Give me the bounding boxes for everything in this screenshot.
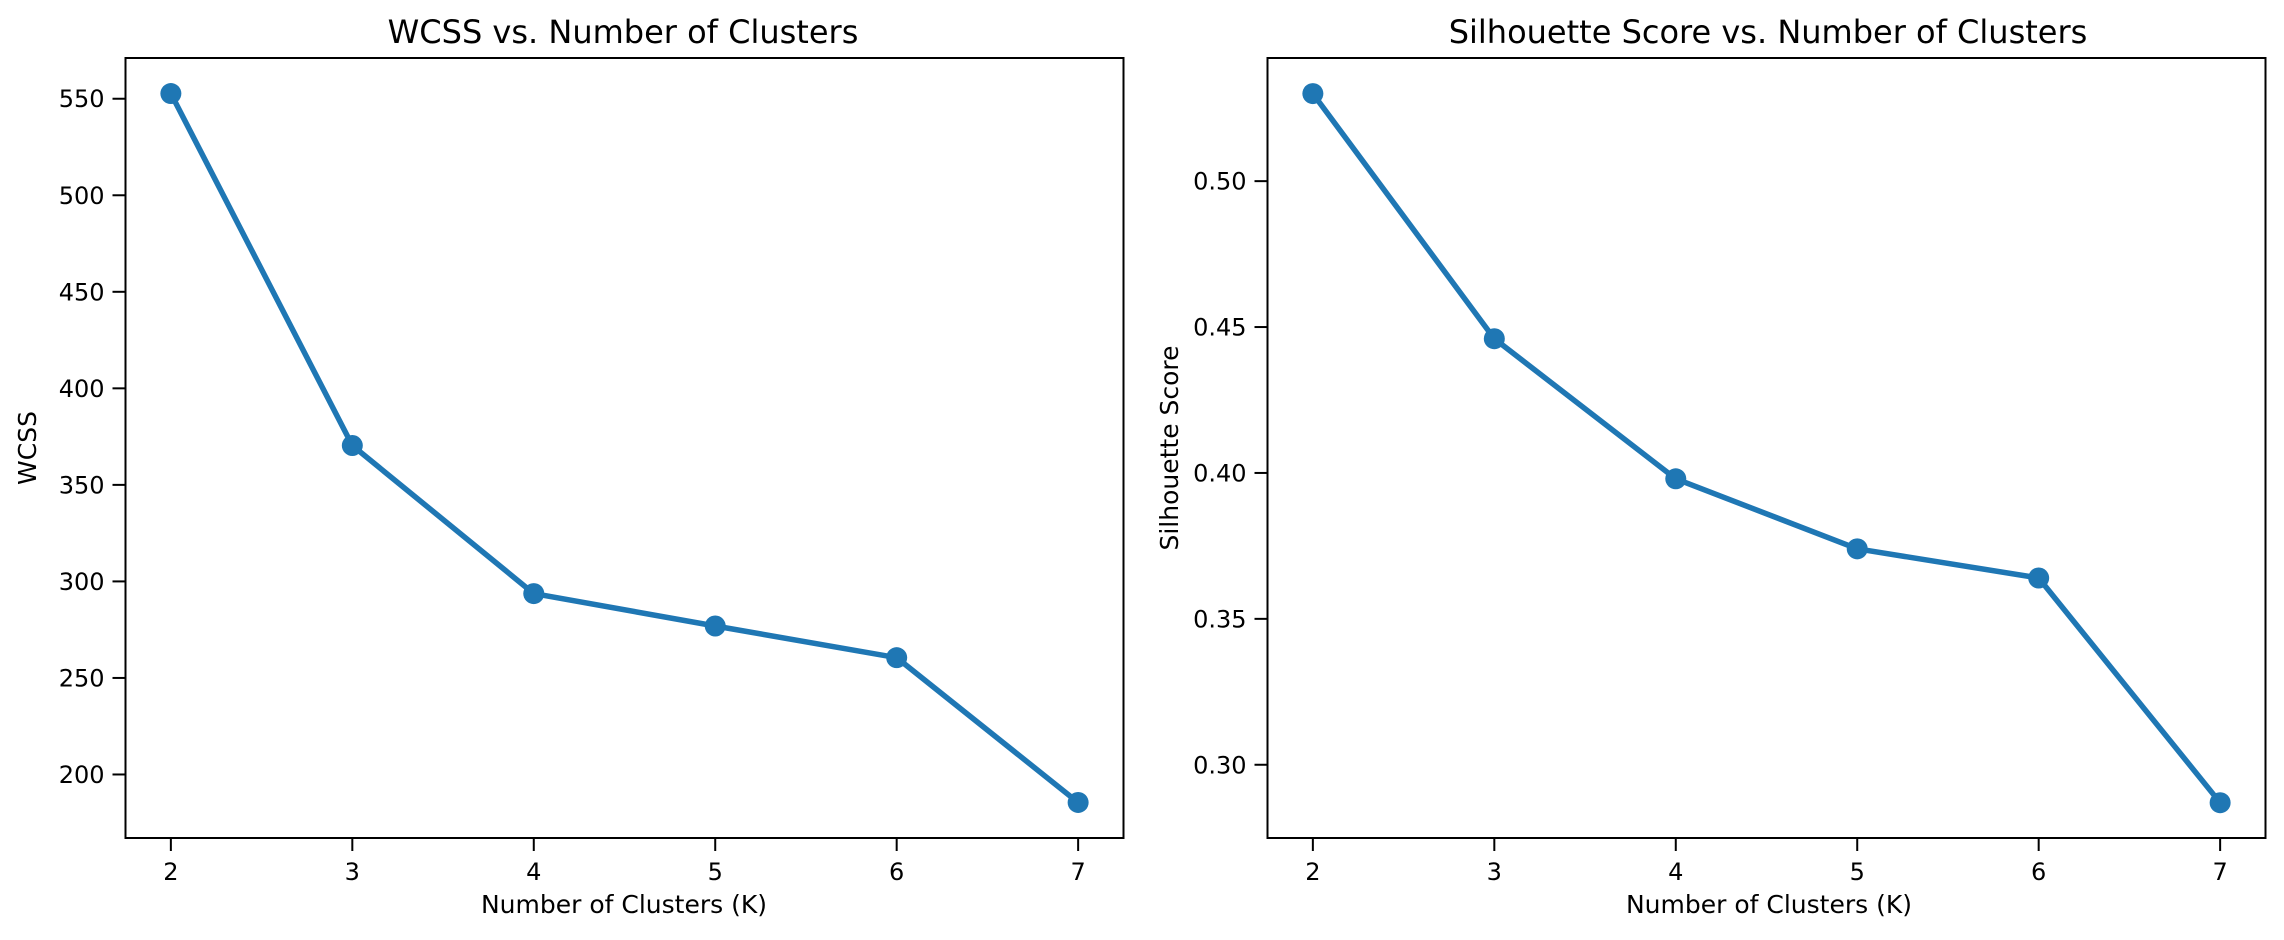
- plot-frame: [124, 57, 1125, 839]
- data-point-marker: [523, 583, 545, 605]
- y-tick-label: 0.50: [1193, 168, 1246, 196]
- x-tick-label: 7: [1070, 858, 1085, 886]
- data-point-marker: [1846, 538, 1868, 560]
- x-tick-label: 4: [1668, 858, 1683, 886]
- wcss-chart: 200 250 300 350 400 450 500 550 2 3 4 5 6 7 WCSS vs. …: [13, 13, 1125, 919]
- x-tick-label: 2: [163, 858, 178, 886]
- x-tick-label: 6: [889, 858, 904, 886]
- y-tick-label: 0.40: [1193, 459, 1246, 487]
- x-tick-label: 2: [1305, 858, 1320, 886]
- x-axis-label: Number of Clusters (K): [1626, 890, 1912, 919]
- plot-frame: [1266, 57, 2267, 839]
- y-axis-label: WCSS: [13, 411, 42, 485]
- y-tick-label: 200: [59, 761, 105, 789]
- data-point-marker: [2028, 567, 2050, 589]
- y-axis-label: Silhouette Score: [1155, 345, 1184, 550]
- data-point-marker: [886, 647, 908, 669]
- data-line: [168, 90, 1081, 806]
- data-line: [1310, 90, 2223, 806]
- x-tick-label: 7: [2212, 858, 2227, 886]
- data-point-marker: [1302, 83, 1324, 105]
- y-tick-label: 500: [59, 182, 105, 210]
- data-point-marker: [2209, 792, 2231, 814]
- x-tick-label: 6: [2031, 858, 2046, 886]
- chart-title: Silhouette Score vs. Number of Clusters: [1449, 13, 2088, 51]
- y-tick-label: 0.30: [1193, 751, 1246, 779]
- data-point-marker: [1483, 328, 1505, 350]
- y-tick-label: 0.45: [1193, 314, 1246, 342]
- x-tick-label: 5: [708, 858, 723, 886]
- y-tick-label: 0.35: [1193, 605, 1246, 633]
- y-tick-label: 350: [59, 471, 105, 499]
- data-point-marker: [704, 615, 726, 637]
- data-point-marker: [160, 83, 182, 105]
- chart-title: WCSS vs. Number of Clusters: [388, 13, 859, 51]
- x-tick-label: 3: [345, 858, 360, 886]
- x-tick-label: 4: [526, 858, 541, 886]
- y-tick-label: 450: [59, 278, 105, 306]
- y-tick-label: 400: [59, 375, 105, 403]
- y-tick-label: 550: [59, 85, 105, 113]
- wcss-plot-area: 200 250 300 350 400 450 500 550 2 3 4 5 6 7: [59, 57, 1125, 886]
- x-tick-label: 5: [1850, 858, 1865, 886]
- silhouette-plot-area: 0.30 0.35 0.40 0.45 0.50 2 3 4 5 6 7: [1193, 57, 2267, 886]
- silhouette-chart: 0.30 0.35 0.40 0.45 0.50 2 3 4 5 6 7 Silhouette Sc…: [1155, 13, 2267, 919]
- data-point-marker: [341, 434, 363, 456]
- data-point-marker: [1067, 791, 1089, 813]
- x-tick-label: 3: [1487, 858, 1502, 886]
- y-tick-label: 250: [59, 664, 105, 692]
- x-axis-label: Number of Clusters (K): [481, 890, 767, 919]
- y-tick-label: 300: [59, 568, 105, 596]
- data-point-marker: [1665, 468, 1687, 490]
